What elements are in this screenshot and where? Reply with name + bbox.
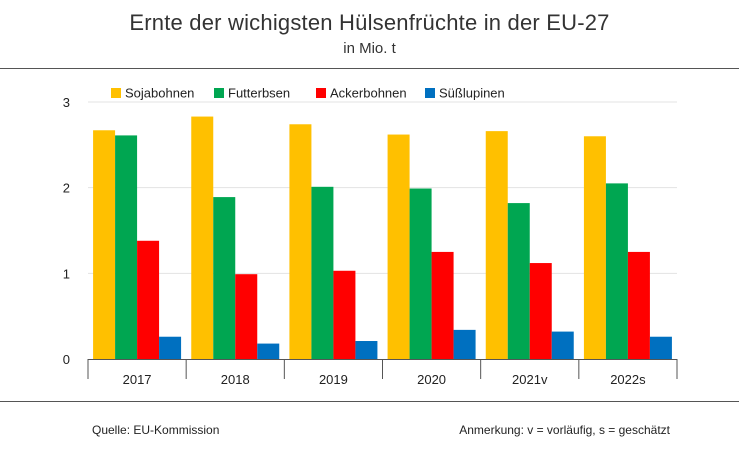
top-divider — [0, 68, 739, 69]
bar-s-lupinen-2022s — [649, 336, 672, 359]
bar-sojabohnen-2021v — [485, 131, 508, 359]
bar-ackerbohnen-2022s — [627, 251, 650, 359]
bar-ackerbohnen-2019 — [333, 270, 356, 359]
legend-swatch — [111, 88, 121, 98]
chart-title: Ernte der wichigsten Hülsenfrüchte in de… — [129, 10, 610, 35]
legend-label: Futterbsen — [228, 86, 290, 101]
bar-s-lupinen-2021v — [551, 331, 574, 359]
bar-sojabohnen-2017 — [93, 130, 116, 359]
legend-swatch — [316, 88, 326, 98]
x-tick-label: 2017 — [123, 372, 152, 387]
x-tick-label: 2022s — [610, 372, 646, 387]
bar-futterbsen-2019 — [311, 186, 334, 359]
y-tick-label: 0 — [63, 352, 70, 367]
legend-swatch — [425, 88, 435, 98]
bar-s-lupinen-2017 — [159, 336, 182, 359]
legend-label: Ackerbohnen — [330, 86, 407, 101]
x-tick-label: 2018 — [221, 372, 250, 387]
legend-label: Sojabohnen — [125, 86, 194, 101]
source-note: Quelle: EU-Kommission — [92, 423, 220, 437]
bar-ackerbohnen-2017 — [137, 240, 160, 359]
bar-sojabohnen-2019 — [289, 124, 312, 359]
bar-ackerbohnen-2020 — [431, 251, 454, 359]
y-tick-label: 1 — [63, 266, 70, 281]
x-tick-label: 2020 — [417, 372, 446, 387]
x-tick-label: 2019 — [319, 372, 348, 387]
bar-futterbsen-2020 — [409, 188, 432, 359]
bar-ackerbohnen-2018 — [235, 274, 258, 359]
x-tick-label: 2021v — [512, 372, 548, 387]
footnote: Anmerkung: v = vorläufig, s = geschätzt — [459, 423, 670, 437]
bar-sojabohnen-2018 — [191, 116, 214, 360]
y-tick-label: 3 — [63, 95, 70, 110]
bar-futterbsen-2021v — [507, 203, 530, 359]
bottom-divider — [0, 401, 739, 402]
bar-ackerbohnen-2021v — [529, 263, 552, 359]
bar-s-lupinen-2020 — [453, 329, 476, 359]
bar-sojabohnen-2020 — [387, 134, 410, 359]
bar-s-lupinen-2018 — [257, 343, 280, 359]
legend-swatch — [214, 88, 224, 98]
chart-subtitle: in Mio. t — [343, 40, 396, 57]
y-tick-label: 2 — [63, 181, 70, 196]
legend-label: Süßlupinen — [439, 86, 505, 101]
bar-futterbsen-2022s — [605, 183, 628, 359]
bar-futterbsen-2017 — [115, 135, 138, 359]
bar-sojabohnen-2022s — [583, 136, 606, 359]
bar-futterbsen-2018 — [213, 197, 236, 359]
bar-s-lupinen-2019 — [355, 341, 378, 359]
